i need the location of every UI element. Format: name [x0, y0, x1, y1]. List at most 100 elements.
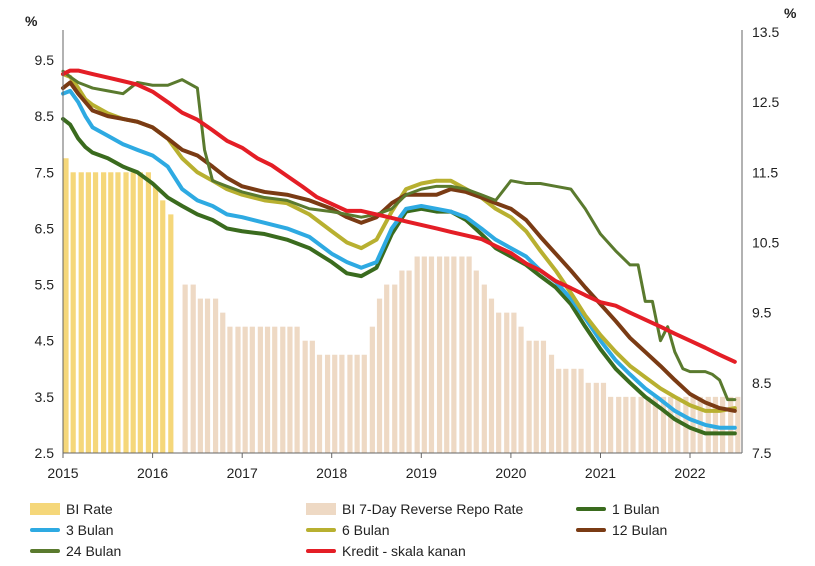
bar-reverse-repo-60 [630, 396, 636, 453]
left-tick-label: 6.5 [35, 220, 55, 236]
legend-label-reverse-repo: BI 7-Day Reverse Repo Rate [342, 501, 524, 517]
bar-reverse-repo-40 [481, 284, 487, 453]
left-tick-label: 9.5 [35, 52, 55, 68]
bar-reverse-repo-10 [257, 326, 263, 453]
line-1-bulan [61, 116, 737, 436]
bar-reverse-repo-35 [444, 256, 450, 453]
bar-reverse-repo-26 [376, 298, 383, 453]
bar-reverse-repo-37 [459, 256, 465, 453]
bar-reverse-repo-28 [392, 284, 398, 453]
bar-bi-rate-6 [108, 172, 114, 454]
bar-bi-rate-13 [160, 200, 166, 453]
x-tick-label: 2018 [316, 465, 347, 481]
bar-reverse-repo-43 [504, 312, 510, 453]
bar-reverse-repo-15 [294, 326, 300, 453]
bar-reverse-repo-11 [264, 326, 271, 453]
legend-line-kredit [306, 549, 336, 553]
left-axis-unit: % [25, 13, 38, 29]
bar-reverse-repo-56 [600, 382, 607, 453]
left-tick-label: 7.5 [35, 164, 55, 180]
bar-reverse-repo-24 [361, 354, 367, 453]
legend-line-3-bulan [30, 528, 60, 532]
bar-reverse-repo-29 [399, 270, 405, 453]
bar-bi-rate-14 [168, 214, 174, 453]
legend-label-12-bulan: 12 Bulan [612, 522, 668, 538]
bar-reverse-repo-72 [720, 396, 726, 453]
left-tick-label: 3.5 [35, 389, 55, 405]
bar-reverse-repo-74 [735, 396, 741, 453]
right-axis-unit: % [784, 5, 797, 21]
bar-reverse-repo-6 [227, 326, 233, 453]
bar-reverse-repo-22 [347, 354, 353, 453]
bar-reverse-repo-3 [204, 298, 211, 453]
bar-reverse-repo-42 [496, 312, 502, 453]
bar-reverse-repo-53 [578, 368, 584, 453]
legend-label-24-bulan: 24 Bulan [66, 543, 122, 559]
bar-reverse-repo-55 [593, 382, 599, 453]
x-tick-label: 2020 [495, 465, 526, 481]
right-tick-label: 13.5 [752, 24, 779, 40]
x-tick-label: 2019 [406, 465, 437, 481]
bar-bi-rate-5 [101, 172, 107, 454]
line-12-bulan [61, 80, 737, 413]
bar-reverse-repo-14 [287, 326, 293, 453]
x-tick-label: 2016 [137, 465, 168, 481]
bar-reverse-repo-32 [421, 256, 427, 453]
bar-reverse-repo-61 [638, 396, 644, 453]
legend-label-3-bulan: 3 Bulan [66, 522, 114, 538]
bar-reverse-repo-25 [369, 326, 375, 453]
left-tick-label: 4.5 [35, 333, 55, 349]
bar-bi-rate-11 [145, 172, 152, 454]
x-tick-label: 2017 [227, 465, 258, 481]
legend-line-6-bulan [306, 528, 336, 532]
right-tick-label: 12.5 [752, 94, 779, 110]
bar-layer [63, 158, 741, 454]
bar-reverse-repo-9 [249, 326, 255, 453]
bar-bi-rate-2 [78, 172, 84, 454]
bar-reverse-repo-39 [473, 270, 479, 453]
bar-reverse-repo-2 [197, 298, 203, 453]
bar-reverse-repo-54 [585, 382, 591, 453]
bar-reverse-repo-66 [675, 396, 681, 453]
legend-line-12-bulan [576, 528, 606, 532]
bar-reverse-repo-47 [533, 340, 539, 453]
right-tick-label: 7.5 [752, 445, 772, 461]
bar-reverse-repo-48 [540, 340, 547, 453]
bar-reverse-repo-44 [511, 312, 517, 453]
bar-reverse-repo-46 [526, 340, 532, 453]
bar-reverse-repo-17 [309, 340, 315, 453]
bar-reverse-repo-49 [548, 354, 555, 453]
right-tick-label: 11.5 [752, 164, 778, 180]
bar-reverse-repo-0 [182, 284, 188, 453]
bar-reverse-repo-13 [280, 326, 286, 453]
line-kredit-skala-kanan [61, 68, 737, 364]
bar-reverse-repo-16 [302, 340, 308, 453]
bar-reverse-repo-4 [212, 298, 219, 453]
right-tick-label: 9.5 [752, 305, 772, 321]
legend-line-1-bulan [576, 507, 606, 511]
bar-reverse-repo-38 [466, 256, 472, 453]
bar-reverse-repo-34 [436, 256, 443, 453]
bar-bi-rate-7 [115, 172, 121, 454]
bar-reverse-repo-12 [272, 326, 278, 453]
right-tick-label: 8.5 [752, 375, 772, 391]
bar-bi-rate-0 [63, 158, 69, 453]
legend-label-6-bulan: 6 Bulan [342, 522, 390, 538]
legend-label-1-bulan: 1 Bulan [612, 501, 660, 517]
x-tick-label: 2021 [585, 465, 616, 481]
x-tick-label: 2015 [47, 465, 78, 481]
legend: BI Rate BI 7-Day Reverse Repo Rate 1 Bul… [30, 500, 800, 564]
bar-reverse-repo-73 [728, 396, 734, 453]
bar-reverse-repo-21 [339, 354, 345, 453]
bar-reverse-repo-65 [668, 396, 674, 453]
bar-reverse-repo-57 [608, 396, 614, 453]
bar-reverse-repo-50 [556, 368, 562, 453]
left-tick-label: 5.5 [35, 277, 55, 293]
bar-reverse-repo-5 [220, 312, 226, 453]
legend-label-bi-rate: BI Rate [66, 501, 113, 517]
line-layer [61, 68, 737, 436]
bar-reverse-repo-8 [242, 326, 248, 453]
bar-reverse-repo-63 [652, 396, 659, 453]
bar-bi-rate-10 [137, 172, 143, 454]
bar-reverse-repo-33 [428, 256, 435, 453]
